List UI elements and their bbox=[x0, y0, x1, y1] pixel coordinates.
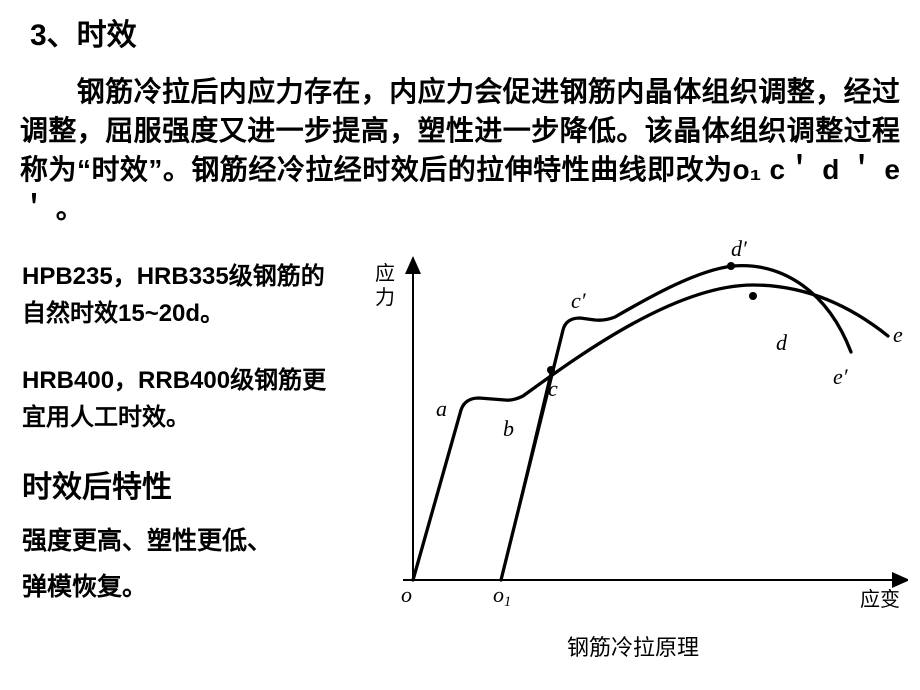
svg-text:应变: 应变 bbox=[860, 588, 900, 611]
svg-text:d′: d′ bbox=[731, 240, 748, 261]
svg-text:c: c bbox=[548, 376, 558, 401]
section-heading: 3、时效 bbox=[30, 10, 900, 54]
stress-strain-chart: 应力应变oo1abcdec′d′e′ bbox=[353, 240, 908, 620]
svg-text:力: 力 bbox=[375, 286, 395, 309]
svg-text:d: d bbox=[776, 330, 788, 355]
svg-text:c′: c′ bbox=[571, 288, 587, 313]
svg-text:1: 1 bbox=[504, 594, 511, 610]
side-note-2: 时效后特性 bbox=[22, 465, 342, 512]
side-note-0: HPB235，HRB335级钢筋的自然时效15~20d。 bbox=[22, 258, 342, 332]
svg-text:应: 应 bbox=[375, 262, 395, 285]
chart-caption: 钢筋冷拉原理 bbox=[503, 630, 763, 662]
document-page: 3、时效 钢筋冷拉后内应力存在，内应力会促进钢筋内晶体组织调整，经过调整，屈服强… bbox=[0, 0, 920, 690]
side-note-4: 弹模恢复。 bbox=[22, 568, 342, 607]
svg-text:e: e bbox=[893, 322, 903, 347]
svg-text:o: o bbox=[401, 582, 412, 607]
svg-text:a: a bbox=[436, 396, 447, 421]
body-paragraph: 钢筋冷拉后内应力存在，内应力会促进钢筋内晶体组织调整，经过调整，屈服强度又进一步… bbox=[20, 72, 900, 228]
side-note-1: HRB400，RRB400级钢筋更宜用人工时效。 bbox=[22, 362, 342, 436]
svg-text:e′: e′ bbox=[833, 364, 849, 389]
svg-text:b: b bbox=[503, 416, 514, 441]
side-note-3: 强度更高、塑性更低、 bbox=[22, 522, 342, 561]
svg-text:o: o bbox=[493, 582, 504, 607]
